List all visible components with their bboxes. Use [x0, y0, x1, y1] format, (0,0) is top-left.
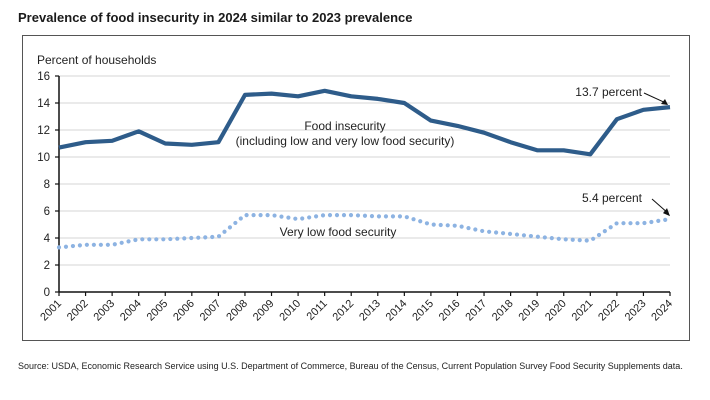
x-tick-label: 2010 — [277, 298, 303, 324]
x-tick-label: 2013 — [357, 298, 383, 324]
y-tick-label: 0 — [44, 287, 50, 299]
annotation-food-insecurity-2024: 13.7 percent — [575, 85, 642, 99]
y-tick-label: 6 — [44, 206, 50, 218]
x-tick-label: 2024 — [649, 298, 675, 324]
x-tick-label: 2003 — [91, 298, 117, 324]
x-tick-label: 2009 — [251, 298, 277, 324]
x-tick-label: 2021 — [570, 298, 596, 324]
y-tick-label: 2 — [44, 260, 50, 272]
x-tick-label: 2014 — [384, 298, 410, 324]
x-tick-label: 2019 — [516, 298, 542, 324]
x-tick-label: 2020 — [543, 298, 569, 324]
x-tick-label: 2011 — [305, 298, 330, 323]
x-tick-label: 2022 — [596, 298, 622, 324]
x-tick-label: 2006 — [171, 298, 197, 324]
arrowhead-icon — [663, 208, 670, 217]
y-tick-label: 4 — [44, 233, 51, 245]
series-line-very-low-food-security — [56, 213, 673, 250]
x-tick-label: 2018 — [490, 298, 516, 324]
x-tick-label: 2004 — [118, 298, 144, 324]
x-tick-label: 2001 — [38, 298, 64, 324]
x-tick-label: 2007 — [198, 298, 224, 324]
x-tick-label: 2012 — [331, 298, 357, 324]
x-tick-label: 2005 — [145, 298, 171, 324]
series-label-very-low-food-security: Very low food security — [280, 225, 397, 239]
annotation-arrow — [643, 92, 667, 104]
y-tick-label: 12 — [37, 125, 50, 137]
chart-frame — [22, 35, 690, 341]
x-tick-label: 2023 — [623, 298, 649, 324]
y-tick-label: 14 — [37, 98, 50, 110]
x-tick-label: 2015 — [410, 298, 436, 324]
y-axis-label: Percent of households — [37, 53, 156, 67]
annotation-very-low-2024: 5.4 percent — [582, 191, 643, 205]
x-tick-label: 2002 — [65, 298, 91, 324]
chart-title: Prevalence of food insecurity in 2024 si… — [18, 10, 413, 25]
y-tick-label: 8 — [44, 179, 50, 191]
series-label-line: (including low and very low food securit… — [236, 134, 455, 148]
x-tick-label: 2008 — [224, 298, 250, 324]
x-tick-label: 2016 — [437, 298, 463, 324]
y-tick-label: 16 — [37, 71, 50, 83]
series-label-line: Food insecurity — [304, 119, 385, 133]
arrowhead-icon — [661, 99, 668, 106]
y-tick-label: 10 — [37, 152, 50, 164]
source-note: Source: USDA, Economic Research Service … — [18, 361, 683, 371]
x-tick-label: 2017 — [463, 298, 489, 324]
series-line-food-insecurity — [58, 88, 671, 157]
series-label-food-insecurity: Food insecurity (including low and very l… — [236, 119, 455, 148]
